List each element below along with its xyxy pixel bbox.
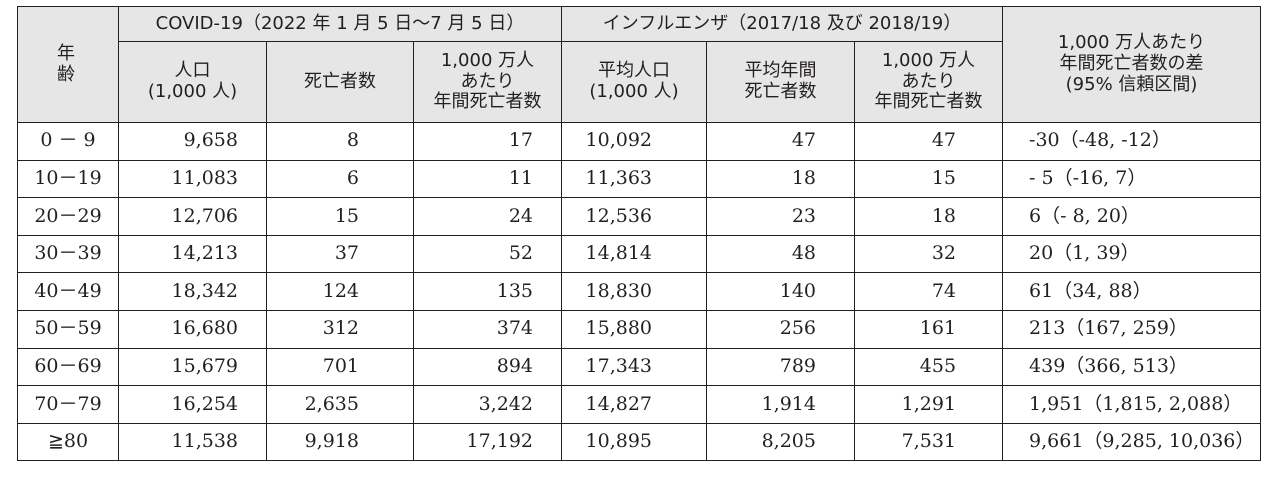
table-row: ≧80 11,538 9,918 17,192 10,895 8,205 7,5… bbox=[17, 422, 1262, 462]
influenza-rate-cell: 47 bbox=[853, 122, 1004, 161]
rate-difference-cell: -30（-48, -12） bbox=[1002, 122, 1262, 161]
influenza-deaths-cell: 18 bbox=[706, 159, 855, 199]
influenza-rate-cell: 7,531 bbox=[853, 422, 1004, 462]
influenza-population-cell: 15,880 bbox=[561, 309, 707, 349]
rate-difference-cell: - 5（-16, 7） bbox=[1002, 159, 1262, 199]
table-row: 50－59 16,680 312 374 15,880 256 161 213（… bbox=[17, 309, 1262, 349]
mortality-comparison-table: 年 齢 COVID-19（2022 年 1 月 5 日～7 月 5 日） インフ… bbox=[17, 6, 1262, 462]
influenza-population-cell: 12,536 bbox=[561, 197, 707, 236]
covid-rate-cell: 135 bbox=[413, 272, 562, 311]
influenza-rate-cell: 455 bbox=[853, 347, 1004, 387]
influenza-population-cell: 10,895 bbox=[561, 422, 707, 462]
covid-deaths-cell: 15 bbox=[266, 197, 414, 236]
age-group-cell: 60－69 bbox=[17, 347, 119, 387]
age-group-cell: 20－29 bbox=[17, 197, 119, 236]
covid-deaths-cell: 6 bbox=[266, 159, 414, 199]
age-group-cell: ≧80 bbox=[17, 422, 119, 462]
age-group-cell: 70－79 bbox=[17, 385, 119, 424]
influenza-population-header: 平均人口 (1,000 人) bbox=[561, 41, 707, 123]
table-header: 年 齢 COVID-19（2022 年 1 月 5 日～7 月 5 日） インフ… bbox=[17, 6, 1262, 123]
influenza-population-cell: 10,092 bbox=[561, 122, 707, 161]
influenza-deaths-cell: 47 bbox=[706, 122, 855, 161]
table-row: 30－39 14,213 37 52 14,814 48 32 20（1, 39… bbox=[17, 234, 1262, 274]
influenza-population-cell: 14,814 bbox=[561, 234, 707, 274]
covid-population-cell: 11,538 bbox=[118, 422, 267, 462]
covid-deaths-cell: 8 bbox=[266, 122, 414, 161]
covid-deaths-cell: 312 bbox=[266, 309, 414, 349]
influenza-deaths-cell: 23 bbox=[706, 197, 855, 236]
covid-deaths-cell: 37 bbox=[266, 234, 414, 274]
influenza-rate-cell: 15 bbox=[853, 159, 1004, 199]
influenza-rate-header: 1,000 万人 あたり 年間死亡者数 bbox=[853, 41, 1004, 123]
covid-deaths-cell: 9,918 bbox=[266, 422, 414, 462]
covid-group-header: COVID-19（2022 年 1 月 5 日～7 月 5 日） bbox=[118, 6, 562, 42]
age-group-cell: 50－59 bbox=[17, 309, 119, 349]
covid-deaths-cell: 124 bbox=[266, 272, 414, 311]
age-group-cell: 40－49 bbox=[17, 272, 119, 311]
influenza-deaths-cell: 256 bbox=[706, 309, 855, 349]
covid-population-cell: 15,679 bbox=[118, 347, 267, 387]
influenza-deaths-cell: 8,205 bbox=[706, 422, 855, 462]
covid-population-cell: 16,254 bbox=[118, 385, 267, 424]
covid-rate-cell: 17,192 bbox=[413, 422, 562, 462]
rate-difference-cell: 6（- 8, 20） bbox=[1002, 197, 1262, 236]
table-row: 0 － 9 9,658 8 17 10,092 47 47 -30（-48, -… bbox=[17, 122, 1262, 161]
covid-population-cell: 9,658 bbox=[118, 122, 267, 161]
age-column-header: 年 齢 bbox=[17, 6, 119, 123]
table-row: 10－19 11,083 6 11 11,363 18 15 - 5（-16, … bbox=[17, 159, 1262, 199]
table-row: 60－69 15,679 701 894 17,343 789 455 439（… bbox=[17, 347, 1262, 387]
influenza-population-cell: 18,830 bbox=[561, 272, 707, 311]
influenza-deaths-header: 平均年間 死亡者数 bbox=[706, 41, 855, 123]
age-group-cell: 30－39 bbox=[17, 234, 119, 274]
table-row: 20－29 12,706 15 24 12,536 23 18 6（- 8, 2… bbox=[17, 197, 1262, 236]
influenza-rate-cell: 161 bbox=[853, 309, 1004, 349]
covid-population-cell: 11,083 bbox=[118, 159, 267, 199]
rate-difference-header: 1,000 万人あたり 年間死亡者数の差 (95% 信頼区間) bbox=[1002, 6, 1262, 123]
table-row: 40－49 18,342 124 135 18,830 140 74 61（34… bbox=[17, 272, 1262, 311]
rate-difference-cell: 1,951（1,815, 2,088） bbox=[1002, 385, 1262, 424]
covid-rate-cell: 11 bbox=[413, 159, 562, 199]
rate-difference-cell: 20（1, 39） bbox=[1002, 234, 1262, 274]
influenza-population-cell: 11,363 bbox=[561, 159, 707, 199]
covid-rate-cell: 374 bbox=[413, 309, 562, 349]
covid-population-cell: 18,342 bbox=[118, 272, 267, 311]
influenza-deaths-cell: 789 bbox=[706, 347, 855, 387]
influenza-rate-cell: 18 bbox=[853, 197, 1004, 236]
influenza-deaths-cell: 1,914 bbox=[706, 385, 855, 424]
covid-rate-cell: 894 bbox=[413, 347, 562, 387]
influenza-population-cell: 14,827 bbox=[561, 385, 707, 424]
covid-population-cell: 16,680 bbox=[118, 309, 267, 349]
influenza-population-cell: 17,343 bbox=[561, 347, 707, 387]
rate-difference-cell: 9,661（9,285, 10,036） bbox=[1002, 422, 1262, 462]
age-group-cell: 0 － 9 bbox=[17, 122, 119, 161]
covid-rate-cell: 24 bbox=[413, 197, 562, 236]
covid-population-cell: 12,706 bbox=[118, 197, 267, 236]
influenza-deaths-cell: 140 bbox=[706, 272, 855, 311]
covid-rate-cell: 17 bbox=[413, 122, 562, 161]
influenza-rate-cell: 74 bbox=[853, 272, 1004, 311]
covid-population-header: 人口 (1,000 人) bbox=[118, 41, 267, 123]
table-container: 年 齢 COVID-19（2022 年 1 月 5 日～7 月 5 日） インフ… bbox=[17, 6, 1262, 462]
influenza-rate-cell: 32 bbox=[853, 234, 1004, 274]
influenza-group-header: インフルエンザ（2017/18 及び 2018/19） bbox=[560, 6, 1004, 42]
covid-rate-header: 1,000 万人 あたり 年間死亡者数 bbox=[413, 41, 562, 123]
rate-difference-cell: 61（34, 88） bbox=[1002, 272, 1262, 311]
table-row: 70－79 16,254 2,635 3,242 14,827 1,914 1,… bbox=[17, 385, 1262, 424]
covid-deaths-header: 死亡者数 bbox=[266, 41, 414, 123]
influenza-rate-cell: 1,291 bbox=[853, 385, 1004, 424]
influenza-deaths-cell: 48 bbox=[706, 234, 855, 274]
covid-rate-cell: 3,242 bbox=[413, 385, 562, 424]
covid-population-cell: 14,213 bbox=[118, 234, 267, 274]
covid-deaths-cell: 2,635 bbox=[266, 385, 414, 424]
rate-difference-cell: 213（167, 259） bbox=[1002, 309, 1262, 349]
age-group-cell: 10－19 bbox=[17, 159, 119, 199]
table-body: 0 － 9 9,658 8 17 10,092 47 47 -30（-48, -… bbox=[17, 122, 1262, 462]
rate-difference-cell: 439（366, 513） bbox=[1002, 347, 1262, 387]
covid-rate-cell: 52 bbox=[413, 234, 562, 274]
covid-deaths-cell: 701 bbox=[266, 347, 414, 387]
